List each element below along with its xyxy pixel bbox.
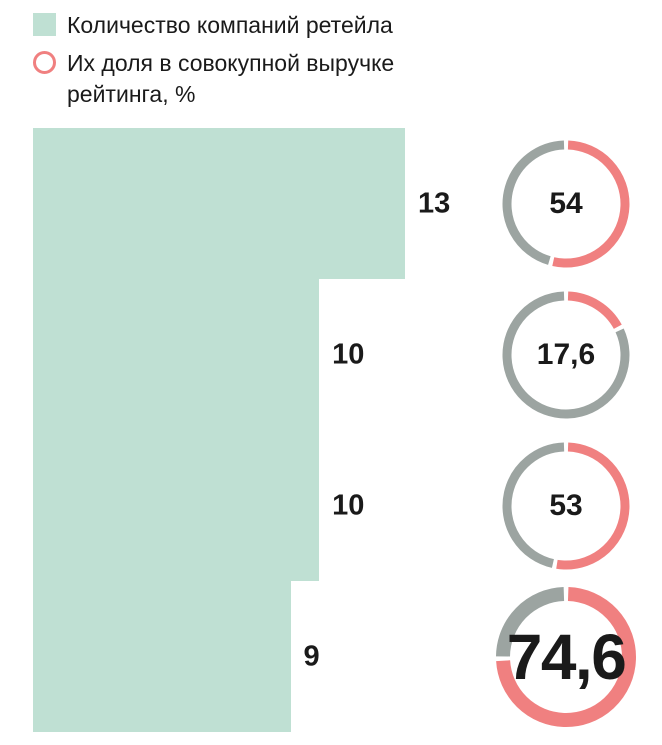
ring-svg [502,290,630,418]
bar-value-label: 10 [332,489,365,521]
bar-value-label: 10 [332,338,365,370]
ring-swatch-icon [33,51,56,74]
chart-row: 10 17,6 [0,279,662,430]
ring-value-arc [502,290,630,418]
ring-value-arc [502,441,630,569]
ring-value-label: 53 [549,488,583,522]
ring-svg [502,139,630,267]
ring-chart: 17,6 [502,290,630,419]
bar-value-label: 13 [418,187,451,219]
chart-row: 13 54 [0,128,662,279]
ring-value-label: 74,6 [506,620,627,693]
bar-swatch-icon [33,13,56,36]
legend-bar-label: Количество компаний ретейла [67,12,393,38]
chart-row: 10 53 [0,430,662,581]
legend-item-bars: Количество компаний ретейла [33,10,467,41]
ring-svg [496,586,636,727]
ring-value-label: 17,6 [536,337,596,371]
chart-row: 9 74,6 [0,581,662,732]
legend: Количество компаний ретейла Их доля в со… [33,10,467,117]
bar [33,430,320,581]
bar [33,128,405,279]
ring-svg [502,441,630,569]
legend-ring-label: Их доля в совокупной выручке рейтинга, % [67,50,395,107]
legend-item-rings: Их доля в совокупной выручке рейтинга, % [33,48,467,110]
bar [33,581,291,732]
ring-value-label: 54 [549,186,583,220]
ring-chart: 53 [502,441,630,570]
ring-value-arc [502,139,630,267]
ring-value-arc [496,586,636,727]
bar [33,279,320,430]
bar-value-label: 9 [303,640,320,672]
ring-chart: 54 [502,139,630,268]
ring-chart: 74,6 [494,585,638,729]
